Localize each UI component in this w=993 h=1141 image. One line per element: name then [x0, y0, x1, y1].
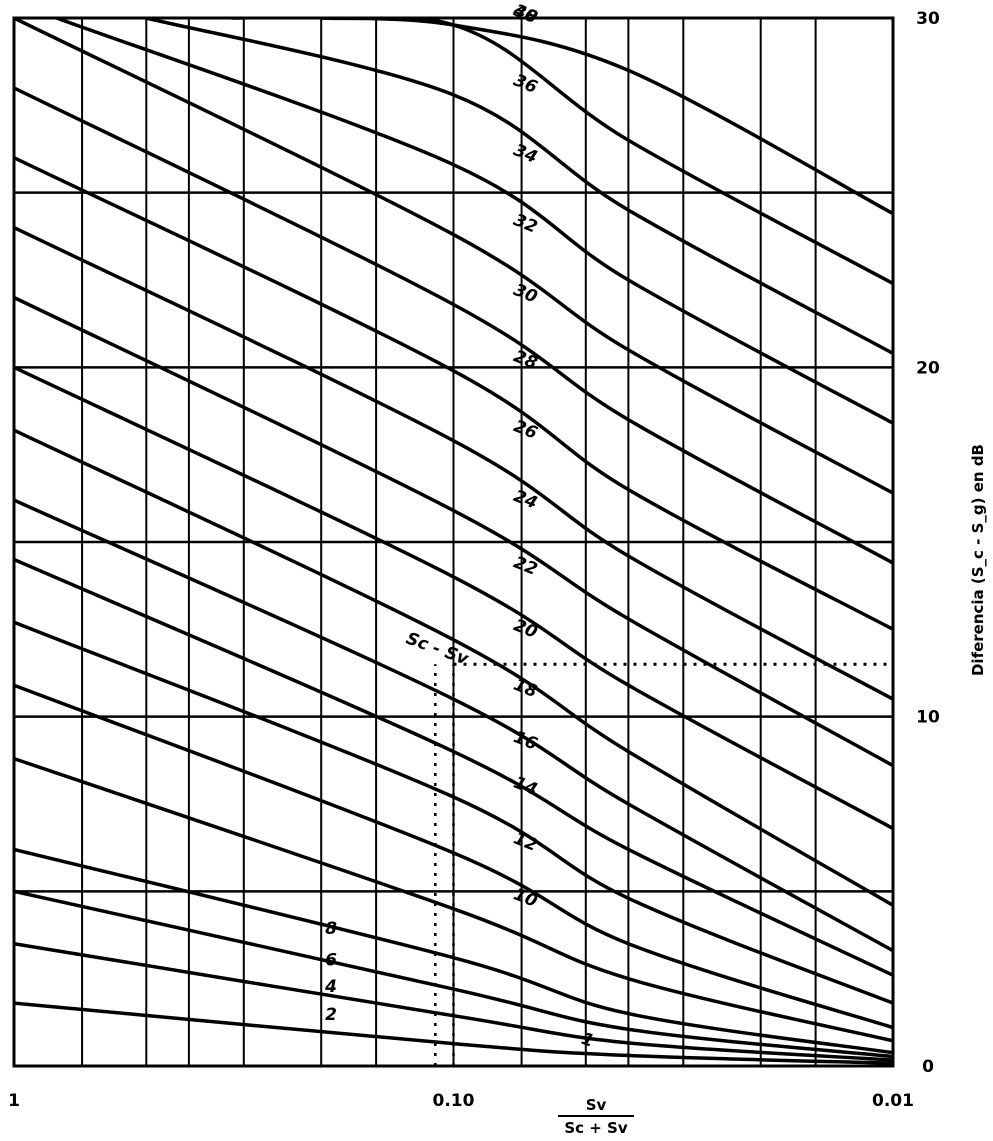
curve-4 [14, 941, 893, 1062]
curve-10 [14, 756, 893, 1043]
x-axis-title-denominator: Sc + Sv [564, 1119, 628, 1137]
curve-26 [14, 226, 893, 701]
annotation-text-3: 1 [579, 1029, 597, 1052]
curve-24 [14, 295, 893, 768]
curve-label-40: 40 [510, 0, 541, 28]
x-axis-title: Sv Sc + Sv [558, 1096, 634, 1137]
y-tick-label: 30 [916, 9, 940, 29]
curve-label-4: 4 [324, 977, 337, 997]
curve-2 [14, 1001, 893, 1065]
curve-22 [14, 365, 893, 831]
curve-label-18: 18 [511, 675, 541, 702]
x-tick-label: 0.10 [433, 1091, 475, 1111]
curve-28 [14, 156, 893, 631]
curve-label-2: 2 [325, 1005, 337, 1025]
curve-layer [14, 18, 893, 1065]
curve-6 [14, 889, 893, 1059]
y-tick-label: 0 [922, 1057, 934, 1077]
y-axis-title: Diferencia (S_c - S_g) en dB [969, 444, 987, 676]
curve-40 [321, 18, 893, 216]
x-tick-labels: 1 0.10 0.01 [8, 1091, 914, 1111]
y-tick-label: 20 [916, 358, 940, 378]
annotation-text-2: Sc - Sv [403, 629, 471, 670]
curve-12 [14, 683, 893, 1030]
curve-label-20: 20 [511, 615, 541, 642]
curve-label-36: 36 [511, 71, 541, 98]
curve-label-10: 10 [511, 884, 541, 911]
annotation-layer [434, 662, 893, 1066]
curve-label-8: 8 [325, 919, 337, 939]
y-tick-labels: 0 10 20 30 [916, 9, 940, 1077]
curve-34 [55, 18, 893, 425]
x-tick-label: 0.01 [872, 1091, 914, 1111]
x-axis-title-numerator: Sv [586, 1096, 607, 1114]
curve-18 [14, 498, 893, 953]
curve-20 [14, 428, 893, 907]
curve-14 [14, 620, 893, 1005]
curve-16 [14, 557, 893, 977]
curve-label-28: 28 [511, 346, 541, 373]
curve-8 [14, 847, 893, 1055]
curve-label-12: 12 [511, 829, 540, 856]
curve-38 [231, 18, 893, 286]
curve-label-6: 6 [325, 951, 337, 971]
curve-32 [14, 18, 893, 495]
curve-30 [14, 86, 893, 565]
y-tick-label: 10 [916, 708, 940, 728]
curve-36 [145, 18, 893, 355]
x-tick-label: 1 [8, 1091, 20, 1111]
